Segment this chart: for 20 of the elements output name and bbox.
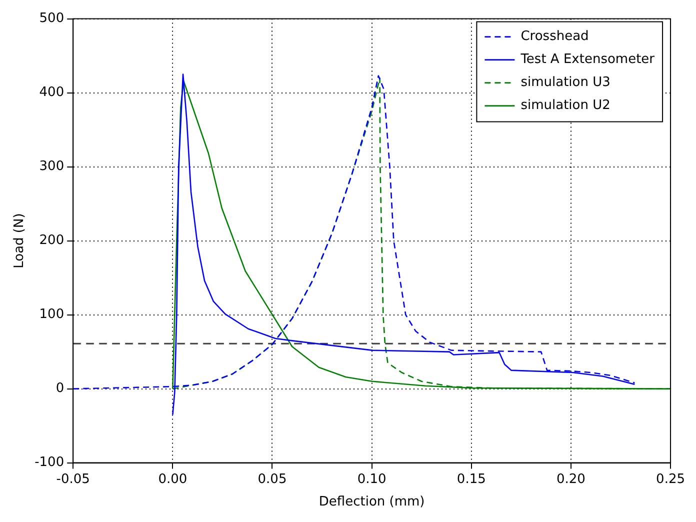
legend-label: simulation U2 — [520, 98, 610, 114]
x-tick-label: 0.05 — [258, 472, 287, 487]
y-tick-label: 300 — [39, 159, 64, 174]
legend-label: Crosshead — [520, 29, 589, 44]
y-tick-label: 100 — [39, 307, 64, 322]
x-tick-label: 0.25 — [656, 472, 686, 487]
x-tick-label: 0.10 — [357, 472, 386, 487]
legend-label: simulation U3 — [520, 75, 610, 90]
y-axis-title: Load (N) — [12, 213, 28, 268]
x-tick-label: 0.00 — [158, 472, 188, 487]
x-tick-label: 0.20 — [556, 472, 586, 487]
y-tick-label: 0 — [56, 381, 64, 396]
y-tick-label: 400 — [39, 85, 64, 100]
x-tick-label: -0.05 — [56, 472, 90, 487]
y-tick-label: -100 — [34, 455, 64, 470]
y-tick-label: 200 — [39, 233, 64, 248]
x-tick-label: 0.15 — [456, 472, 486, 487]
x-axis-title: Deflection (mm) — [318, 494, 425, 510]
y-tick-label: 500 — [39, 11, 64, 26]
legend-label: Test A Extensometer — [520, 52, 656, 68]
